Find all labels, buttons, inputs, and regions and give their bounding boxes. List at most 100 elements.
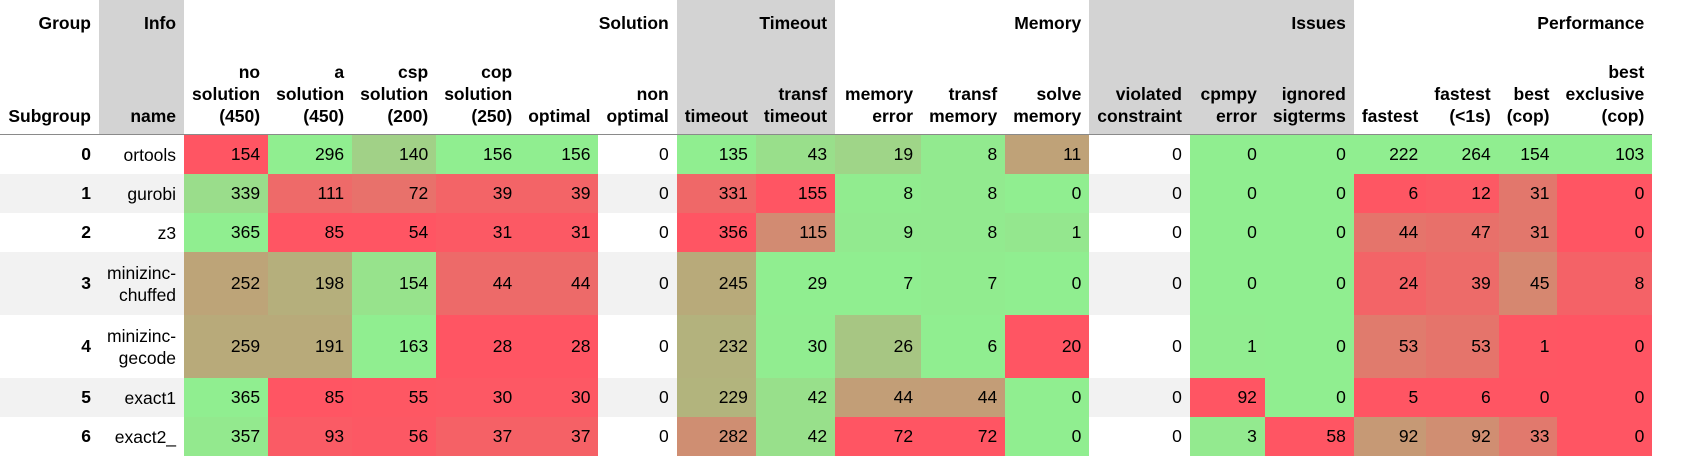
value-cell: 198 [268,252,353,315]
value-cell: 44 [436,252,521,315]
value-cell: 53 [1426,315,1499,378]
table-body: 0 ortools 154 296 140 156 156 0 135 43 19 8 11 0 0 0 222… [0,134,1653,456]
group-row-label: Group [38,13,92,33]
value-cell: 115 [755,213,836,252]
row-index: 4 [81,336,91,356]
value-cell: 42 [755,378,836,417]
solver-name-cell: exact2_ [114,426,177,447]
value-cell: 0 [1172,144,1182,164]
value-cell: 0 [1264,134,1354,174]
value-cell: 44 [921,378,1006,417]
column-header-a-solution-450: a solution (450) [268,47,352,135]
column-header-csp-solution-200: csp solution (200) [352,47,436,135]
value-cell: 296 [268,134,353,174]
value-cell: 26 [835,315,922,378]
value-cell: 7 [921,252,1006,315]
column-header-label: non optimal [606,84,669,126]
value-cell: 356 [676,213,756,252]
row-index: 3 [81,273,91,293]
column-header-label: timeout [684,106,748,126]
column-header-label: fastest (<1s) [1434,84,1491,126]
value-cell: 0 [658,222,669,242]
value-cell: 0 [1172,426,1182,446]
column-header-label: cop solution (250) [444,62,513,126]
value-cell: 0 [658,144,669,164]
column-header-fastest-1s: fastest (<1s) [1426,47,1498,135]
value-cell: 0 [1189,252,1265,315]
value-cell: 37 [436,417,521,456]
value-cell: 1 [1189,315,1265,378]
column-header-label: best (cop) [1506,84,1550,126]
value-cell: 72 [835,417,922,456]
value-cell: 6 [921,315,1006,378]
value-cell: 0 [658,273,669,293]
value-cell: 111 [268,174,353,213]
value-cell: 0 [1264,252,1354,315]
table-row: 5 exact1 365 85 55 30 30 0 229 42 44 44 0 0 92 0 5 6 0 0 [0,378,1653,417]
value-cell: 0 [1557,378,1653,417]
value-cell: 31 [1498,174,1558,213]
value-cell: 232 [676,315,756,378]
table-row: 3 minizinc- chuffed 252 198 154 44 44 0 245 29 7 7 0… [0,252,1653,315]
column-header-label: transf memory [929,84,998,126]
value-cell: 8 [1557,252,1653,315]
solver-results-table: Group Info Solution Timeout Memory Issues Per… [0,0,1653,456]
row-index: 2 [81,222,91,242]
group-header-issues: Issues [1089,0,1354,47]
value-cell: 31 [1498,213,1558,252]
value-cell: 53 [1353,315,1427,378]
row-index: 5 [81,387,91,407]
value-cell: 252 [184,252,269,315]
table-row: 1 gurobi 339 111 72 39 39 0 331 155 8 8 0 0 0 0 6 12 31 0 [0,174,1653,213]
column-header-timeout: timeout [676,47,756,135]
value-cell: 0 [1189,213,1265,252]
solver-name-cell: minizinc- chuffed [107,262,177,305]
value-cell: 0 [1264,315,1354,378]
value-cell: 245 [676,252,756,315]
value-cell: 42 [755,417,836,456]
subgroup-row-label: Subgroup [8,106,91,126]
value-cell: 39 [520,174,599,213]
value-cell: 154 [184,134,269,174]
value-cell: 72 [921,417,1006,456]
column-header-label: fastest [1361,106,1419,126]
column-header-label: transf timeout [763,84,828,126]
column-header-name: name [99,47,185,135]
value-cell: 9 [835,213,922,252]
group-header-memory: Memory [1014,13,1082,33]
value-cell: 135 [676,134,756,174]
group-header-performance: Performance [1537,13,1645,33]
solver-name-cell: minizinc- gecode [107,325,177,368]
value-cell: 37 [520,417,599,456]
value-cell: 54 [352,213,437,252]
value-cell: 12 [1426,174,1499,213]
solver-name-cell: ortools [123,144,177,165]
value-cell: 11 [1005,134,1090,174]
value-cell: 0 [1557,213,1653,252]
solver-name-cell: exact1 [124,387,177,408]
column-header-label: no solution (450) [192,62,261,126]
column-header-label: memory error [845,84,914,126]
table-row: 6 exact2_ 357 93 56 37 37 0 282 42 72 72 0 0 3 58 92 92 33… [0,417,1653,456]
value-cell: 92 [1189,378,1265,417]
row-index: 6 [81,426,91,446]
value-cell: 0 [1264,174,1354,213]
column-header-transf-timeout: transf timeout [755,47,836,135]
value-cell: 0 [1172,273,1182,293]
value-cell: 33 [1498,417,1558,456]
value-cell: 0 [658,426,669,446]
column-header-label: cpmpy error [1200,84,1257,126]
value-cell: 28 [436,315,521,378]
value-cell: 6 [1426,378,1499,417]
column-header-fastest: fastest [1354,47,1426,135]
value-cell: 0 [1557,417,1653,456]
value-cell: 7 [835,252,922,315]
solver-name-cell: gurobi [127,183,177,204]
column-header-label: name [130,106,177,126]
value-cell: 191 [268,315,353,378]
table-row: 4 minizinc- gecode 259 191 163 28 28 0 232 30 26 6 2… [0,315,1653,378]
value-cell: 282 [676,417,756,456]
value-cell: 56 [352,417,437,456]
value-cell: 44 [1353,213,1427,252]
value-cell: 43 [755,134,836,174]
